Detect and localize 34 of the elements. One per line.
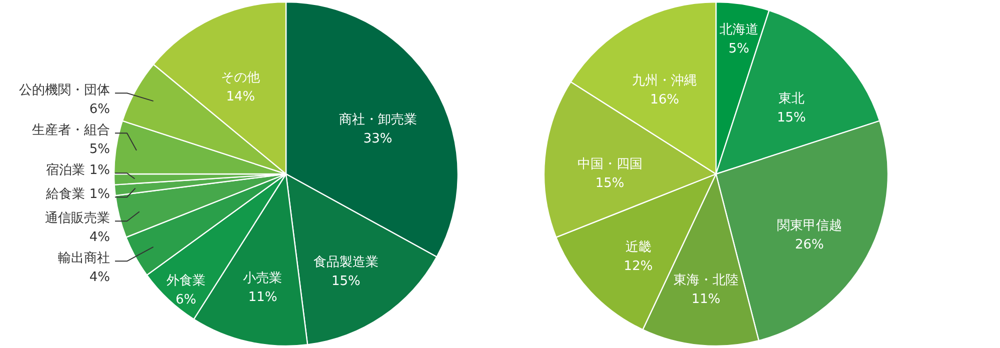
data-label: 5% bbox=[728, 42, 750, 57]
slice-label: 給食業 1% bbox=[45, 187, 110, 202]
slice-label: 食品製造業 bbox=[313, 255, 378, 270]
data-label: 14% bbox=[226, 90, 256, 105]
slice-label: 九州・沖縄 bbox=[632, 74, 698, 89]
slice-label: 公的機関・団体 bbox=[19, 83, 110, 98]
slice-label: 北海道 bbox=[719, 22, 758, 38]
slice-label: 中国・四国 bbox=[577, 156, 642, 172]
slice-label: 小売業 bbox=[243, 271, 282, 286]
data-label: 15% bbox=[776, 110, 806, 126]
slice-label: 生産者・組合 bbox=[32, 122, 110, 138]
data-label: 16% bbox=[650, 92, 680, 108]
data-label: 15% bbox=[595, 176, 624, 191]
data-label: 11% bbox=[248, 290, 278, 306]
slice-label: 商社・卸売業 bbox=[338, 112, 417, 128]
slice-label: 輸出商社 bbox=[58, 251, 110, 266]
slice-label: 宿泊業 1% bbox=[46, 162, 110, 178]
slice-label: 近畿 bbox=[625, 240, 652, 255]
data-label: 6% bbox=[89, 102, 110, 118]
slice-label: 東北 bbox=[778, 92, 804, 107]
data-label: 5% bbox=[89, 142, 110, 158]
slice-label: 通信販売業 bbox=[45, 211, 110, 226]
data-label: 6% bbox=[176, 292, 196, 308]
data-label: 11% bbox=[692, 292, 720, 308]
slice-label: 関東甲信越 bbox=[776, 218, 842, 234]
slice-label: 外食業 bbox=[166, 274, 206, 289]
data-label: 26% bbox=[794, 237, 824, 252]
data-label: 4% bbox=[89, 230, 110, 246]
data-label: 12% bbox=[624, 259, 653, 274]
data-label: 15% bbox=[331, 274, 360, 290]
slice-label: その他 bbox=[221, 70, 260, 86]
data-label: 4% bbox=[89, 270, 110, 286]
data-label: 33% bbox=[363, 132, 392, 147]
slice-label: 東海・北陸 bbox=[673, 273, 738, 288]
